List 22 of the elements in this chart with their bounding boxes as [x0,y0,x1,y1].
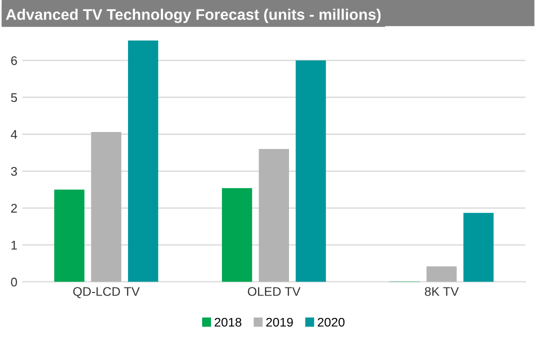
y-tick-label: 6 [11,56,17,66]
y-tick-label: 1 [12,240,17,250]
bar [91,132,122,282]
bar [296,60,326,282]
y-tick-label: 2 [11,204,17,213]
bar [426,266,457,282]
x-tick-label: OLED TV [248,287,300,296]
legend-label: 2019 [266,318,293,327]
legend-label: 2018 [214,318,242,327]
legend-label: 2020 [318,318,345,327]
bar [463,212,494,282]
chart-title: Advanced TV Technology Forecast (units - millions) [6,8,381,24]
y-tick-label: 0 [11,278,18,287]
y-tick-label: 3 [11,166,17,176]
x-tick-label: 8K TV [424,287,459,296]
y-tick-label: 4 [10,130,18,139]
bar [258,149,290,282]
bar [128,40,158,282]
y-tick-label: 5 [11,93,17,102]
x-tick-label: QD-LCD TV [73,287,140,298]
bar [54,190,84,282]
bar [222,188,252,282]
